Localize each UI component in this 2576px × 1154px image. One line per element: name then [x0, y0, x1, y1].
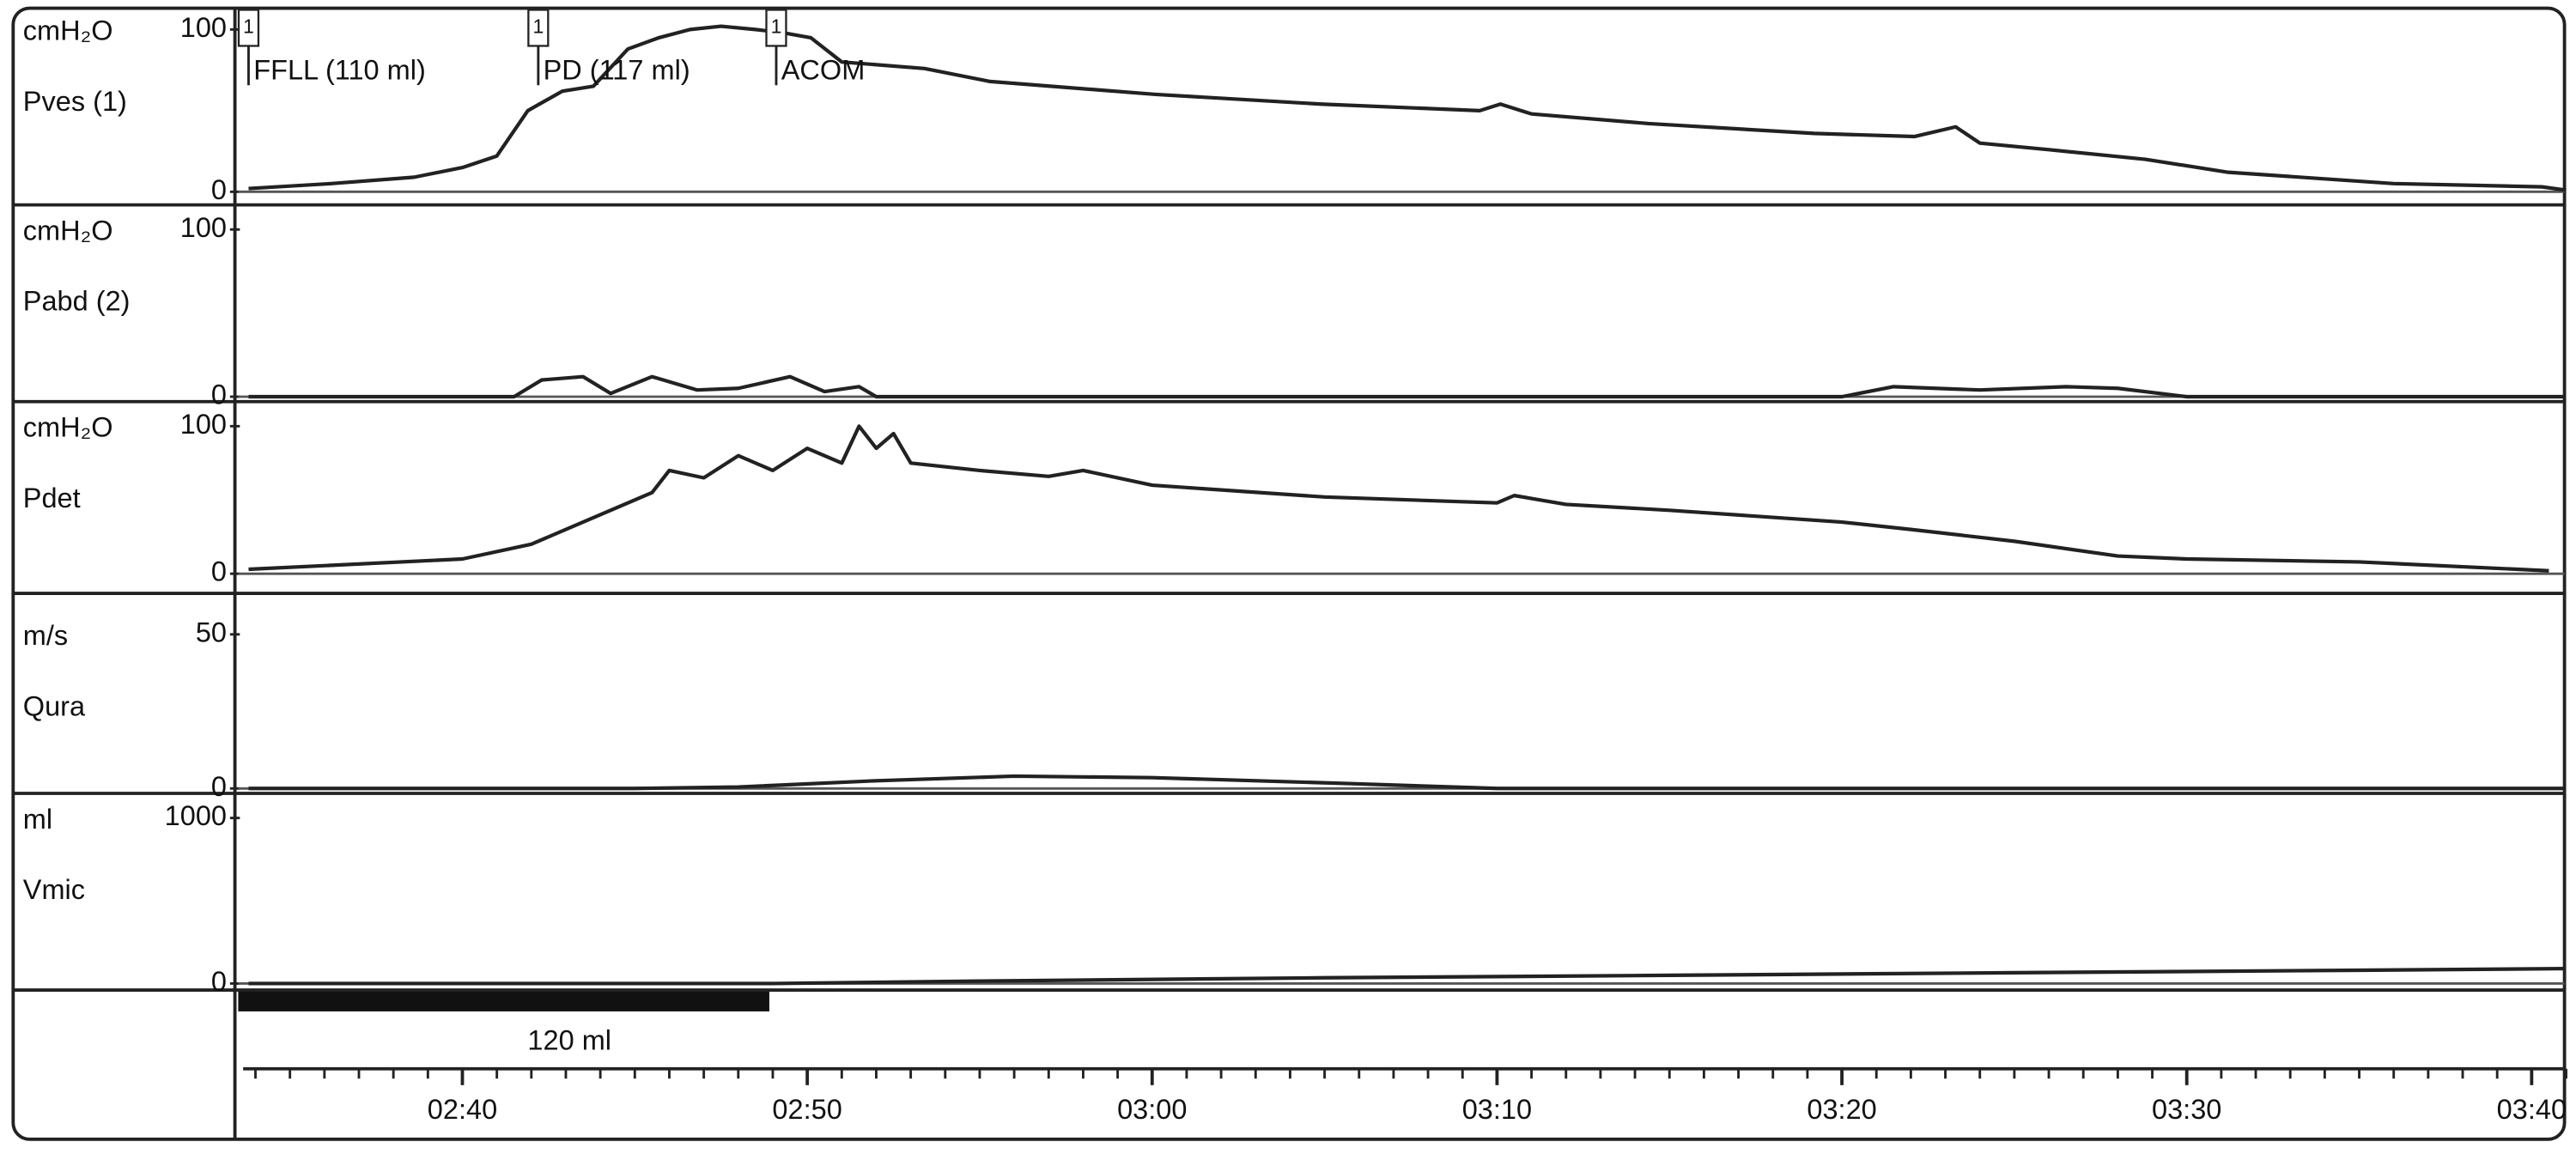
y-tick-label: 0	[211, 174, 227, 205]
event-label: FFLL (110 ml)	[253, 55, 426, 86]
event-flag: 1	[771, 15, 782, 38]
y-tick-label: 0	[211, 380, 227, 410]
unit-label: cmH₂O	[23, 15, 113, 46]
trace	[248, 374, 2567, 399]
y-tick-label: 0	[211, 556, 227, 587]
trace	[248, 24, 2567, 192]
event-flag: 1	[243, 15, 254, 38]
event-label: ACOM	[781, 55, 866, 86]
y-tick-label: 1000	[165, 800, 227, 831]
event-flag: 1	[532, 15, 544, 38]
event-flag-box	[765, 9, 787, 47]
event-flag-box	[527, 9, 550, 47]
channel-name: Vmic	[23, 874, 85, 905]
event-label: PD (117 ml)	[544, 55, 690, 86]
trace	[248, 774, 2567, 791]
unit-label: cmH₂O	[23, 216, 113, 246]
x-tick-label: 03:10	[1462, 1094, 1532, 1125]
x-tick-label: 02:40	[428, 1094, 497, 1125]
event-flag-box	[237, 9, 260, 47]
y-tick-label: 100	[180, 12, 227, 43]
channel-name: Qura	[23, 690, 86, 721]
y-tick-label: 50	[196, 616, 227, 647]
infusion-bar	[238, 992, 769, 1011]
trace	[248, 966, 2567, 986]
x-tick-label: 03:40	[2497, 1094, 2567, 1125]
unit-label: cmH₂O	[23, 412, 113, 443]
channel-name: Pabd (2)	[23, 286, 131, 317]
x-tick-label: 02:50	[772, 1094, 841, 1125]
y-tick-label: 100	[180, 212, 227, 243]
unit-label: ml	[23, 804, 52, 835]
channel-name: Pdet	[23, 483, 81, 513]
channel-name: Pves (1)	[23, 86, 127, 117]
x-tick-label: 03:20	[1807, 1094, 1876, 1125]
infusion-label: 120 ml	[527, 1025, 611, 1056]
trace	[248, 424, 2549, 573]
x-tick-label: 03:00	[1117, 1094, 1187, 1125]
y-tick-label: 0	[211, 966, 227, 997]
unit-label: m/s	[23, 620, 68, 651]
y-tick-label: 100	[180, 409, 227, 440]
x-tick-label: 03:30	[2152, 1094, 2221, 1125]
y-tick-label: 0	[211, 771, 227, 802]
